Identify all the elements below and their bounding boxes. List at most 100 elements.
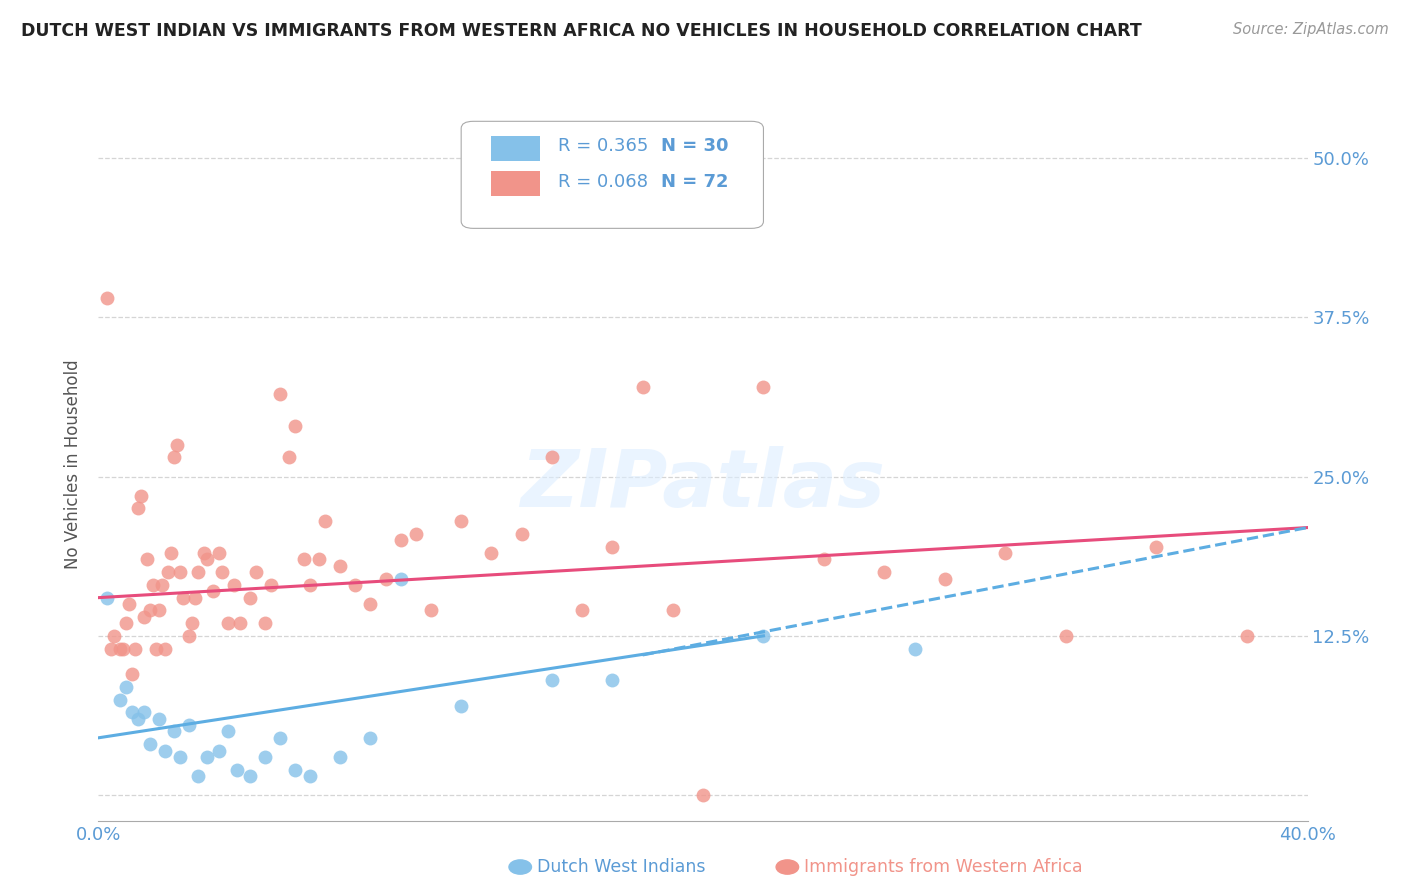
Point <box>195 552 218 566</box>
Point <box>602 540 624 554</box>
Point <box>127 501 149 516</box>
Point <box>139 737 162 751</box>
Point <box>111 641 134 656</box>
Point <box>284 763 307 777</box>
Point <box>752 380 775 394</box>
Point <box>163 724 186 739</box>
Point <box>139 603 162 617</box>
Point <box>602 673 624 688</box>
Point <box>239 591 262 605</box>
Point <box>96 591 118 605</box>
Point <box>160 546 183 560</box>
Point <box>150 578 173 592</box>
Point <box>208 743 231 757</box>
Text: N = 72: N = 72 <box>661 173 728 191</box>
Point <box>299 769 322 783</box>
Point <box>329 750 352 764</box>
Point <box>752 629 775 643</box>
Point <box>253 750 276 764</box>
Point <box>129 489 152 503</box>
Point <box>994 546 1017 560</box>
Point <box>450 698 472 713</box>
Point <box>934 572 956 586</box>
Point <box>510 527 533 541</box>
Point <box>166 438 188 452</box>
Point <box>631 380 654 394</box>
Point <box>208 546 231 560</box>
Point <box>169 750 191 764</box>
Text: R = 0.365: R = 0.365 <box>558 137 648 155</box>
Point <box>114 616 136 631</box>
Point <box>226 763 249 777</box>
Point <box>873 565 896 579</box>
Point <box>108 692 131 706</box>
Point <box>211 565 233 579</box>
Point <box>217 724 239 739</box>
Point <box>481 546 503 560</box>
Point <box>114 680 136 694</box>
Point <box>374 572 396 586</box>
Point <box>239 769 262 783</box>
Point <box>224 578 246 592</box>
Point <box>184 591 207 605</box>
Point <box>145 641 167 656</box>
Point <box>103 629 125 643</box>
Point <box>253 616 276 631</box>
Point <box>245 565 267 579</box>
Point <box>540 673 562 688</box>
Point <box>662 603 685 617</box>
Point <box>420 603 443 617</box>
Point <box>169 565 191 579</box>
Point <box>96 291 118 305</box>
Point <box>229 616 252 631</box>
Point <box>179 718 201 732</box>
Point <box>813 552 835 566</box>
Point <box>277 450 299 465</box>
Point <box>308 552 330 566</box>
Point <box>450 514 472 528</box>
Point <box>405 527 427 541</box>
Point <box>163 450 186 465</box>
Point <box>108 641 131 656</box>
Point <box>142 578 165 592</box>
Text: N = 30: N = 30 <box>661 137 728 155</box>
Point <box>284 418 307 433</box>
Point <box>389 572 412 586</box>
Point <box>148 712 170 726</box>
Point <box>187 565 209 579</box>
Point <box>121 667 143 681</box>
Point <box>269 386 291 401</box>
Point <box>156 565 179 579</box>
Point <box>132 706 155 720</box>
Text: Dutch West Indians: Dutch West Indians <box>537 858 706 876</box>
Point <box>193 546 215 560</box>
Point <box>299 578 322 592</box>
Point <box>269 731 291 745</box>
Point <box>292 552 315 566</box>
Point <box>124 641 146 656</box>
Point <box>1236 629 1258 643</box>
Text: Source: ZipAtlas.com: Source: ZipAtlas.com <box>1233 22 1389 37</box>
Point <box>179 629 201 643</box>
Point <box>202 584 225 599</box>
Point <box>153 743 176 757</box>
Point <box>100 641 122 656</box>
Point <box>260 578 283 592</box>
Point <box>540 450 562 465</box>
Point <box>135 552 157 566</box>
Point <box>1054 629 1077 643</box>
Point <box>153 641 176 656</box>
Point <box>187 769 209 783</box>
Text: DUTCH WEST INDIAN VS IMMIGRANTS FROM WESTERN AFRICA NO VEHICLES IN HOUSEHOLD COR: DUTCH WEST INDIAN VS IMMIGRANTS FROM WES… <box>21 22 1142 40</box>
Point <box>360 731 382 745</box>
Point <box>195 750 218 764</box>
Point <box>389 533 412 548</box>
Point <box>1144 540 1167 554</box>
FancyBboxPatch shape <box>461 121 763 228</box>
Point <box>148 603 170 617</box>
Point <box>217 616 239 631</box>
Point <box>172 591 194 605</box>
Bar <box>492 171 540 196</box>
Point <box>127 712 149 726</box>
Point <box>121 706 143 720</box>
